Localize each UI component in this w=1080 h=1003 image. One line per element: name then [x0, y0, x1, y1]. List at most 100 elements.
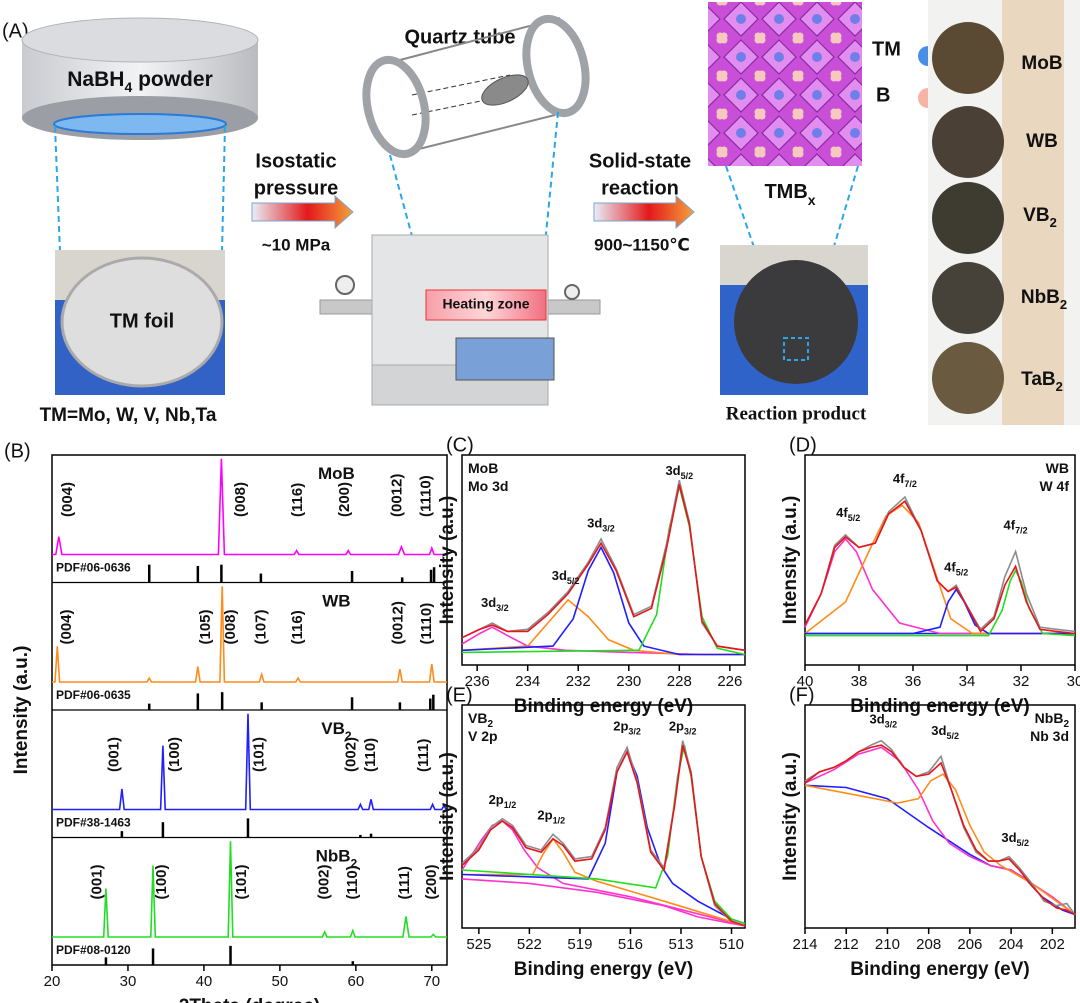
x-tick-label: 206	[957, 936, 982, 953]
panel-info-text: V 2p	[468, 728, 498, 744]
peak-annotation-sub: 3/2	[684, 727, 697, 737]
panel-info: Nb 3d	[1030, 728, 1069, 744]
x-tick-label: 60	[348, 973, 365, 990]
subplot-name-text: WB	[322, 592, 350, 611]
powder-label: NaBH4 powder	[67, 68, 213, 95]
step-label: Isostatic	[255, 150, 336, 172]
foil-photo	[55, 250, 225, 395]
peak-annotation-text: 4f	[1004, 518, 1016, 533]
plot-frame	[461, 704, 746, 929]
peak-annotation-text: 3d	[665, 463, 680, 478]
plot-frame	[804, 454, 1076, 666]
legend-label: B	[876, 84, 890, 106]
spectrum-line	[805, 587, 1075, 635]
sample-text: WB	[1026, 131, 1058, 152]
step-label: reaction	[601, 177, 679, 199]
sample-text: VB	[1023, 205, 1049, 226]
spectrum-line	[461, 480, 746, 652]
xrd-pattern	[52, 586, 447, 683]
peak-annotation: 4f5/2	[944, 560, 968, 578]
spectrum-line	[462, 837, 746, 927]
peak-annotation-sub: 7/2	[904, 480, 917, 490]
peak-annotation: 3d5/2	[1001, 830, 1029, 848]
subplot-name-text: NbB	[316, 847, 351, 866]
peak-annotation-sub: 5/2	[956, 568, 969, 578]
sample-text: TaB	[1021, 369, 1055, 390]
peak-annotation-text: 4f	[944, 560, 956, 575]
x-tick-label: 234	[515, 673, 540, 690]
spectrum-line	[804, 746, 1076, 916]
panel-label: (E)	[446, 684, 473, 706]
spectrum-line	[461, 878, 746, 927]
peak-label: (100)	[153, 864, 170, 899]
peak-label: (008)	[232, 482, 249, 517]
peak-annotation-text: 3d	[481, 596, 496, 611]
panel-info-text: VB	[468, 710, 487, 726]
legend-label: TM	[872, 38, 901, 60]
panel-info: NbB2	[1035, 710, 1070, 730]
reference-label: PDF#06-0636	[56, 561, 131, 575]
x-tick-label: 232	[566, 673, 591, 690]
x-tick-label: 516	[618, 936, 643, 953]
peak-annotation-sub: 3/2	[885, 720, 898, 730]
peak-label: (111)	[415, 739, 432, 772]
y-axis-label: Intensity (a.u.)	[437, 752, 458, 881]
peak-annotation-text: 2p	[537, 808, 552, 823]
process-arrow	[251, 194, 354, 230]
peak-label: (001)	[89, 864, 106, 899]
x-tick-label: 228	[667, 673, 692, 690]
peak-label: (116)	[289, 483, 306, 517]
subplot-name: VB2	[321, 719, 352, 743]
x-tick-label: 522	[517, 936, 542, 953]
spectrum-line	[804, 773, 1076, 916]
spectrum-line	[804, 744, 1076, 916]
spectrum-line	[804, 499, 1076, 635]
peak-annotation: 3d5/2	[665, 463, 693, 481]
panel-info: MoB	[468, 460, 498, 476]
panel-info: V 2p	[468, 728, 498, 744]
peak-label: (116)	[289, 610, 306, 644]
x-axis-label: Binding energy (eV)	[850, 696, 1029, 717]
product-formula: TMBx	[764, 181, 815, 207]
peak-annotation-text: 2p	[613, 719, 628, 734]
furnace	[319, 234, 601, 406]
panel-label: (B)	[4, 440, 31, 462]
xrd-pattern	[52, 713, 447, 811]
process-arrow	[593, 194, 695, 230]
x-tick-label: 40	[196, 973, 213, 990]
peak-annotation-text: 4f	[836, 505, 848, 520]
peak-annotation: 3d5/2	[931, 723, 959, 741]
panel-info-text: W 4f	[1039, 478, 1069, 494]
peak-annotation: 2p3/2	[669, 719, 697, 737]
product-label: Reaction product	[726, 403, 867, 424]
sample-text: MoB	[1021, 53, 1062, 74]
panel-info-text: MoB	[468, 460, 498, 476]
peak-annotation: 4f7/2	[893, 472, 917, 490]
y-axis-label: Intensity (a.u.)	[437, 496, 458, 625]
panel-info: WB	[1046, 460, 1069, 476]
reference-label: PDF#38-1463	[56, 816, 131, 830]
x-tick-label: 36	[905, 673, 922, 690]
powder-crucible	[21, 17, 259, 140]
sample-photo	[928, 0, 1080, 425]
sample-label: NbB2	[1021, 287, 1067, 312]
spectrum-line	[461, 484, 746, 652]
peak-annotation: 3d5/2	[552, 568, 580, 586]
subplot-name: NbB2	[316, 847, 358, 871]
product-photo	[720, 245, 868, 395]
panel-info-sub: 2	[487, 719, 493, 730]
peak-label: (002)	[316, 864, 333, 899]
x-tick-label: 20	[44, 973, 61, 990]
peak-annotation: 3d3/2	[869, 712, 897, 730]
panel-info-text: Mo 3d	[468, 478, 508, 494]
peak-label: (008)	[222, 609, 239, 644]
x-tick-label: 208	[916, 936, 941, 953]
peak-annotation-sub: 3/2	[496, 603, 509, 613]
zoom-lines	[54, 125, 226, 253]
x-tick-label: 510	[719, 936, 744, 953]
peak-annotation-text: 3d	[869, 712, 884, 727]
xrd-pattern	[52, 458, 447, 556]
x-tick-label: 40	[797, 673, 814, 690]
sample-label: WB	[1026, 131, 1058, 152]
